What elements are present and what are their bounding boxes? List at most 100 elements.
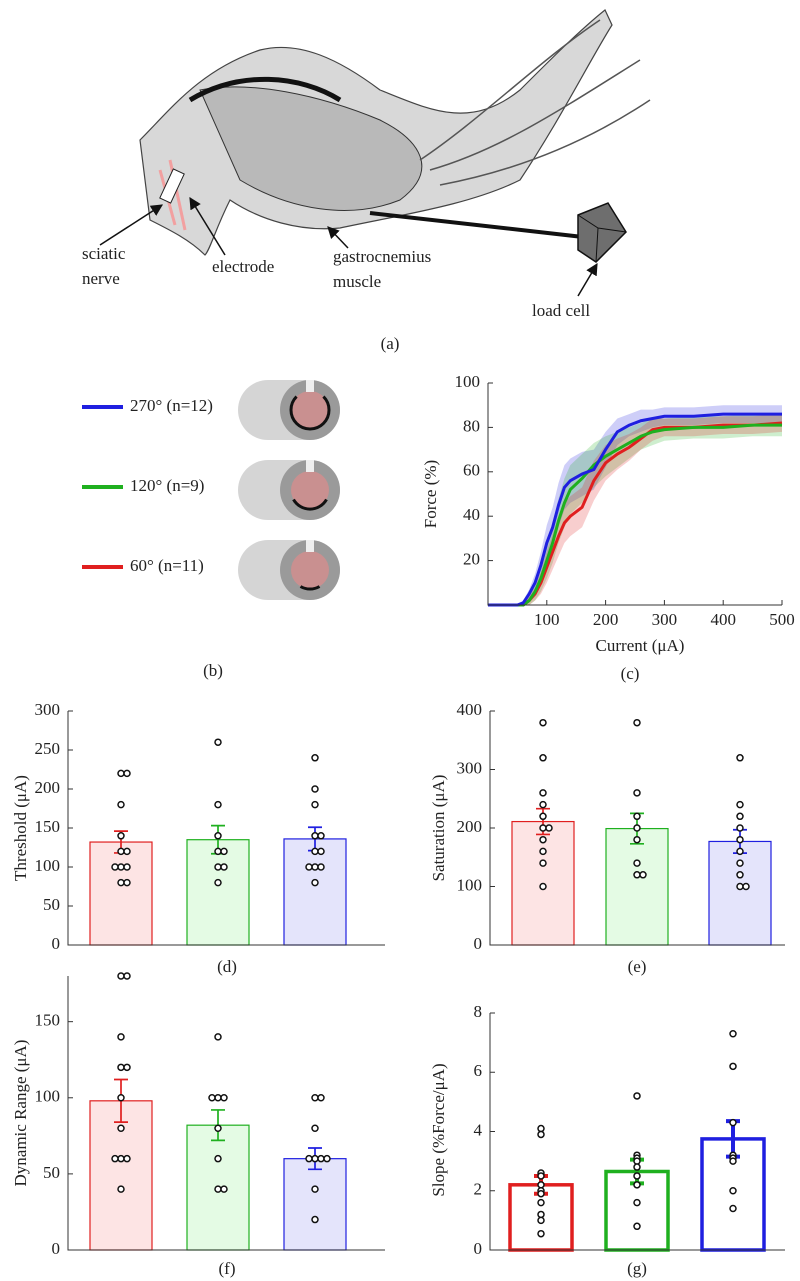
data-point [123, 847, 131, 856]
data-point [633, 1157, 641, 1165]
data-point [736, 800, 744, 809]
cylinders [238, 380, 340, 600]
data-point [537, 1124, 545, 1133]
data-point [633, 812, 641, 821]
data-point [633, 1163, 641, 1171]
data-point [729, 1029, 737, 1038]
legend-label: 270° (n=12) [130, 396, 213, 415]
data-point [311, 832, 319, 840]
data-point [214, 847, 222, 856]
x-axis-label: Current (μA) [596, 636, 685, 655]
error-band [488, 414, 782, 605]
caption: (c) [621, 664, 640, 683]
data-point [123, 1063, 131, 1072]
data-point [539, 718, 547, 727]
bar [708, 840, 772, 946]
data-point [539, 789, 547, 797]
data-point [736, 871, 744, 879]
data-point [214, 832, 222, 840]
caption: (f) [219, 1259, 236, 1278]
data-point [323, 1154, 331, 1163]
y-tick-label: 200 [35, 778, 61, 797]
data-point [311, 863, 319, 871]
data-point [123, 769, 131, 778]
error-band [488, 414, 782, 605]
data-point [633, 824, 641, 832]
data-point [736, 754, 744, 762]
data-point [214, 878, 222, 887]
y-tick-label: 0 [52, 1239, 61, 1258]
data-point [539, 812, 547, 821]
line [488, 423, 782, 607]
data-point [729, 1062, 737, 1071]
y-tick-label: 100 [35, 1087, 61, 1106]
data-point [736, 812, 744, 821]
data-point [117, 832, 125, 840]
data-point [123, 1154, 131, 1163]
data-point [117, 878, 125, 887]
x-tick-label: 300 [652, 610, 678, 629]
label: load cell [532, 301, 590, 320]
axes [489, 711, 785, 946]
data-point [208, 1094, 216, 1102]
bar [186, 839, 250, 946]
data-point [123, 878, 131, 887]
data-point [117, 1063, 125, 1072]
data-point [537, 1172, 545, 1180]
legend-label: 120° (n=9) [130, 476, 204, 495]
data-point [311, 847, 319, 856]
data-point [117, 847, 125, 856]
data-point [736, 882, 744, 891]
caption: (a) [381, 334, 400, 353]
data-point [317, 847, 325, 856]
data-point [214, 1124, 222, 1132]
axes [67, 976, 385, 1251]
data-point [633, 1092, 641, 1100]
x-tick-label: 400 [710, 610, 736, 629]
y-tick-label: 400 [457, 700, 483, 719]
data-point [117, 1185, 125, 1193]
data-point [311, 1124, 319, 1132]
data-point [311, 800, 319, 809]
data-point [633, 871, 641, 879]
data-point [220, 863, 228, 871]
bar [605, 827, 669, 946]
y-tick-label: 4 [474, 1120, 483, 1139]
label: nerve [82, 269, 120, 288]
data-point [311, 1154, 319, 1163]
data-point [214, 863, 222, 871]
data-point [539, 859, 547, 867]
data-point [633, 1222, 641, 1231]
data-point [537, 1229, 545, 1238]
data-point [305, 1154, 313, 1163]
bar [89, 841, 153, 946]
y-tick-label: 250 [35, 739, 61, 758]
x-tick-label: 100 [534, 610, 560, 629]
y-tick-label: 80 [463, 416, 480, 435]
caption: (b) [203, 661, 223, 680]
y-tick-label: 150 [35, 817, 61, 836]
y-axis-label: Saturation (μA) [429, 775, 448, 882]
data-point [117, 863, 125, 871]
y-tick-label: 20 [463, 550, 480, 569]
data-point [305, 863, 313, 871]
y-tick-label: 100 [457, 875, 483, 894]
data-point [633, 1172, 641, 1180]
data-point [214, 1154, 222, 1163]
data-point [220, 1094, 228, 1102]
data-point [117, 1124, 125, 1132]
data-point [311, 1215, 319, 1224]
data-point [539, 835, 547, 844]
label: sciatic [82, 244, 126, 263]
data-point [729, 1204, 737, 1213]
data-point [729, 1157, 737, 1165]
bar [89, 1100, 153, 1251]
x-tick-label: 200 [593, 610, 619, 629]
bar [283, 1158, 347, 1251]
data-point [639, 871, 647, 879]
y-tick-label: 100 [35, 856, 61, 875]
data-point [220, 847, 228, 856]
data-point [317, 1094, 325, 1102]
caption: (g) [627, 1259, 647, 1278]
